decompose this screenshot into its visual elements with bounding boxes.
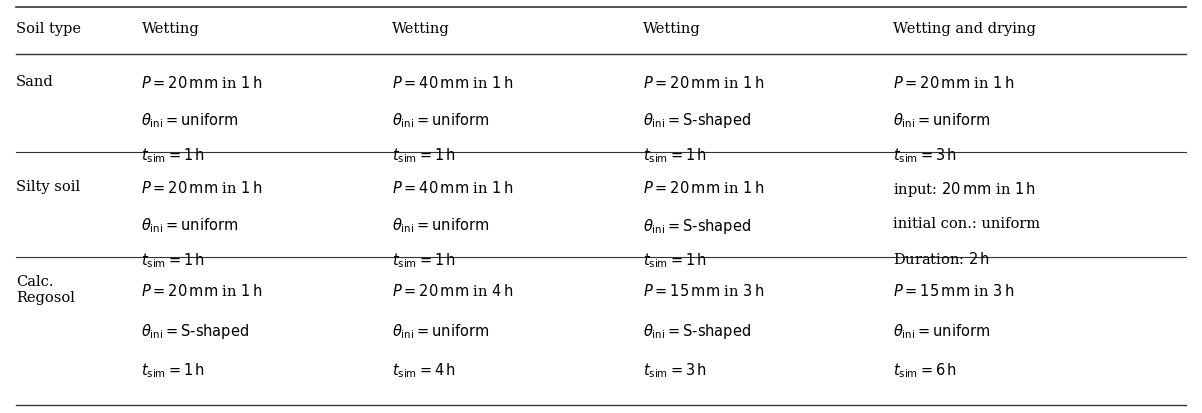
Text: $P = 20\,\mathrm{mm}$ in $1\,\mathrm{h}$: $P = 20\,\mathrm{mm}$ in $1\,\mathrm{h}$ xyxy=(142,283,263,299)
Text: $t_\mathrm{sim} = 1\,\mathrm{h}$: $t_\mathrm{sim} = 1\,\mathrm{h}$ xyxy=(392,147,457,165)
Text: $\theta_\mathrm{ini} = \mathrm{uniform}$: $\theta_\mathrm{ini} = \mathrm{uniform}$ xyxy=(142,112,239,130)
Text: Silty soil: Silty soil xyxy=(16,180,81,194)
Text: $P = 20\,\mathrm{mm}$ in $1\,\mathrm{h}$: $P = 20\,\mathrm{mm}$ in $1\,\mathrm{h}$ xyxy=(893,75,1014,91)
Text: $t_\mathrm{sim} = 1\,\mathrm{h}$: $t_\mathrm{sim} = 1\,\mathrm{h}$ xyxy=(392,251,457,270)
Text: $t_\mathrm{sim} = 3\,\mathrm{h}$: $t_\mathrm{sim} = 3\,\mathrm{h}$ xyxy=(893,147,958,165)
Text: $P = 20\,\mathrm{mm}$ in $1\,\mathrm{h}$: $P = 20\,\mathrm{mm}$ in $1\,\mathrm{h}$ xyxy=(643,75,764,91)
Text: Wetting and drying: Wetting and drying xyxy=(893,22,1036,36)
Text: initial con.: uniform: initial con.: uniform xyxy=(893,216,1041,230)
Text: $P = 20\,\mathrm{mm}$ in $1\,\mathrm{h}$: $P = 20\,\mathrm{mm}$ in $1\,\mathrm{h}$ xyxy=(142,75,263,91)
Text: $\theta_\mathrm{ini} = \mathrm{S\text{-}shaped}$: $\theta_\mathrm{ini} = \mathrm{S\text{-}… xyxy=(643,112,751,131)
Text: $P = 20\,\mathrm{mm}$ in $1\,\mathrm{h}$: $P = 20\,\mathrm{mm}$ in $1\,\mathrm{h}$ xyxy=(142,180,263,196)
Text: $t_\mathrm{sim} = 6\,\mathrm{h}$: $t_\mathrm{sim} = 6\,\mathrm{h}$ xyxy=(893,361,958,380)
Text: $t_\mathrm{sim} = 3\,\mathrm{h}$: $t_\mathrm{sim} = 3\,\mathrm{h}$ xyxy=(643,361,707,380)
Text: $\theta_\mathrm{ini} = \mathrm{S\text{-}shaped}$: $\theta_\mathrm{ini} = \mathrm{S\text{-}… xyxy=(142,322,250,341)
Text: $t_\mathrm{sim} = 1\,\mathrm{h}$: $t_\mathrm{sim} = 1\,\mathrm{h}$ xyxy=(643,147,707,165)
Text: $t_\mathrm{sim} = 4\,\mathrm{h}$: $t_\mathrm{sim} = 4\,\mathrm{h}$ xyxy=(392,361,457,380)
Text: Wetting: Wetting xyxy=(392,22,450,36)
Text: Duration: $2\,\mathrm{h}$: Duration: $2\,\mathrm{h}$ xyxy=(893,251,990,267)
Text: $\theta_\mathrm{ini} = \mathrm{uniform}$: $\theta_\mathrm{ini} = \mathrm{uniform}$ xyxy=(392,112,489,130)
Text: $\theta_\mathrm{ini} = \mathrm{S\text{-}shaped}$: $\theta_\mathrm{ini} = \mathrm{S\text{-}… xyxy=(643,216,751,236)
Text: $\theta_\mathrm{ini} = \mathrm{uniform}$: $\theta_\mathrm{ini} = \mathrm{uniform}$ xyxy=(392,216,489,235)
Text: $t_\mathrm{sim} = 1\,\mathrm{h}$: $t_\mathrm{sim} = 1\,\mathrm{h}$ xyxy=(643,251,707,270)
Text: $P = 15\,\mathrm{mm}$ in $3\,\mathrm{h}$: $P = 15\,\mathrm{mm}$ in $3\,\mathrm{h}$ xyxy=(643,283,764,299)
Text: $P = 40\,\mathrm{mm}$ in $1\,\mathrm{h}$: $P = 40\,\mathrm{mm}$ in $1\,\mathrm{h}$ xyxy=(392,180,513,196)
Text: input: $20\,\mathrm{mm}$ in $1\,\mathrm{h}$: input: $20\,\mathrm{mm}$ in $1\,\mathrm{… xyxy=(893,180,1036,199)
Text: $t_\mathrm{sim} = 1\,\mathrm{h}$: $t_\mathrm{sim} = 1\,\mathrm{h}$ xyxy=(142,361,206,380)
Text: Sand: Sand xyxy=(16,75,54,89)
Text: $\theta_\mathrm{ini} = \mathrm{S\text{-}shaped}$: $\theta_\mathrm{ini} = \mathrm{S\text{-}… xyxy=(643,322,751,341)
Text: $\theta_\mathrm{ini} = \mathrm{uniform}$: $\theta_\mathrm{ini} = \mathrm{uniform}$ xyxy=(893,112,990,130)
Text: Calc.
Regosol: Calc. Regosol xyxy=(16,275,75,306)
Text: $\theta_\mathrm{ini} = \mathrm{uniform}$: $\theta_\mathrm{ini} = \mathrm{uniform}$ xyxy=(142,216,239,235)
Text: $t_\mathrm{sim} = 1\,\mathrm{h}$: $t_\mathrm{sim} = 1\,\mathrm{h}$ xyxy=(142,147,206,165)
Text: $\theta_\mathrm{ini} = \mathrm{uniform}$: $\theta_\mathrm{ini} = \mathrm{uniform}$ xyxy=(893,322,990,341)
Text: $t_\mathrm{sim} = 1\,\mathrm{h}$: $t_\mathrm{sim} = 1\,\mathrm{h}$ xyxy=(142,251,206,270)
Text: $P = 20\,\mathrm{mm}$ in $1\,\mathrm{h}$: $P = 20\,\mathrm{mm}$ in $1\,\mathrm{h}$ xyxy=(643,180,764,196)
Text: Soil type: Soil type xyxy=(16,22,81,36)
Text: $P = 20\,\mathrm{mm}$ in $4\,\mathrm{h}$: $P = 20\,\mathrm{mm}$ in $4\,\mathrm{h}$ xyxy=(392,283,513,299)
Text: Wetting: Wetting xyxy=(142,22,200,36)
Text: $\theta_\mathrm{ini} = \mathrm{uniform}$: $\theta_\mathrm{ini} = \mathrm{uniform}$ xyxy=(392,322,489,341)
Text: $P = 15\,\mathrm{mm}$ in $3\,\mathrm{h}$: $P = 15\,\mathrm{mm}$ in $3\,\mathrm{h}$ xyxy=(893,283,1014,299)
Text: $P = 40\,\mathrm{mm}$ in $1\,\mathrm{h}$: $P = 40\,\mathrm{mm}$ in $1\,\mathrm{h}$ xyxy=(392,75,513,91)
Text: Wetting: Wetting xyxy=(643,22,701,36)
